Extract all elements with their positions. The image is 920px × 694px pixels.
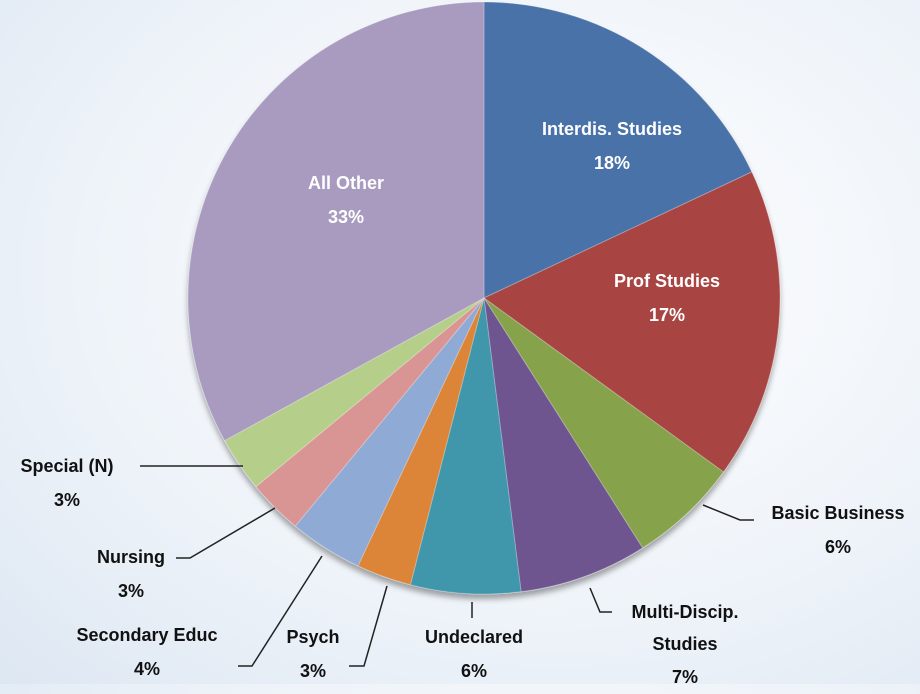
leader-line bbox=[238, 555, 323, 667]
value-label: 17% bbox=[648, 305, 686, 325]
category-label: Undeclared bbox=[424, 627, 524, 647]
category-label: Prof Studies bbox=[613, 271, 721, 291]
category-label: Nursing bbox=[96, 547, 166, 567]
slice-label: Psych 3% bbox=[286, 620, 339, 688]
category-label: Secondary Educ bbox=[76, 625, 218, 645]
slice bbox=[483, 171, 781, 473]
slice-label: Interdis. Studies 18% bbox=[542, 112, 682, 180]
leader-line bbox=[176, 507, 276, 559]
slice-label: All Other 33% bbox=[308, 166, 384, 234]
category-label: Basic Business bbox=[771, 503, 905, 523]
value-label: 3% bbox=[299, 661, 327, 681]
leader-lines bbox=[140, 465, 754, 667]
slice-label: Prof Studies 17% bbox=[614, 264, 720, 332]
value-label: 6% bbox=[824, 537, 852, 557]
leader-line bbox=[589, 587, 612, 613]
category-label: Psych bbox=[286, 627, 340, 647]
category-label: Special (N) bbox=[20, 456, 114, 476]
category-label: Interdis. Studies bbox=[541, 119, 683, 139]
value-label: 6% bbox=[460, 661, 488, 681]
slice bbox=[483, 297, 644, 593]
slice-label: Undeclared 6% bbox=[425, 620, 523, 688]
value-label: 18% bbox=[593, 153, 631, 173]
slice-label: Multi-Discip. Studies 7% bbox=[615, 596, 755, 694]
slice-label: Secondary Educ 4% bbox=[76, 618, 217, 686]
leader-line bbox=[349, 585, 388, 667]
value-label: 33% bbox=[327, 207, 365, 227]
slice-label: Basic Business 6% bbox=[771, 496, 904, 564]
category-label: All Other bbox=[307, 173, 385, 193]
value-label: 4% bbox=[133, 659, 161, 679]
slice-label: Nursing 3% bbox=[97, 540, 165, 608]
slice-label: Special (N) 3% bbox=[20, 449, 113, 517]
slice bbox=[483, 1, 753, 299]
value-label: 3% bbox=[117, 581, 145, 601]
category-label: Multi-Discip. Studies bbox=[631, 602, 739, 654]
pie bbox=[187, 1, 781, 595]
value-label: 7% bbox=[671, 667, 698, 687]
value-label: 3% bbox=[53, 490, 80, 510]
leader-line bbox=[702, 504, 754, 521]
slice bbox=[187, 1, 485, 442]
